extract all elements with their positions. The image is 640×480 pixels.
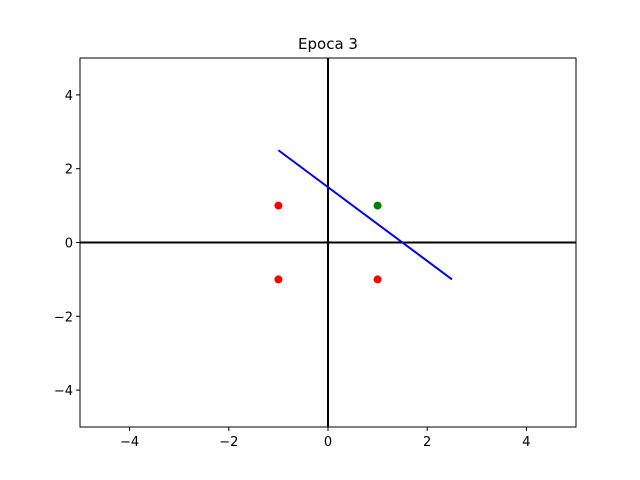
y-tick-label: 4 [65,89,73,104]
data-point [373,275,382,284]
chart-title: Epoca 3 [298,35,358,53]
y-axis-ticks: −4 −2 0 2 4 [54,89,80,399]
y-tick-label: −4 [54,384,73,399]
y-tick-label: −2 [54,310,73,325]
x-axis-ticks: −4 −2 0 2 4 [120,427,531,450]
x-tick-label: −2 [219,435,238,450]
x-tick-label: −4 [120,435,139,450]
decision-line [277,149,453,281]
y-tick-label: 0 [65,237,73,252]
axis-lines [80,58,576,427]
y-tick-label: 2 [65,163,73,178]
decision-boundary [277,149,453,281]
data-points [274,201,382,284]
x-tick-label: 4 [522,435,530,450]
x-tick-label: 0 [324,435,332,450]
x-tick-label: 2 [423,435,431,450]
data-point [274,201,283,210]
data-point [373,201,382,210]
data-point [274,275,283,284]
